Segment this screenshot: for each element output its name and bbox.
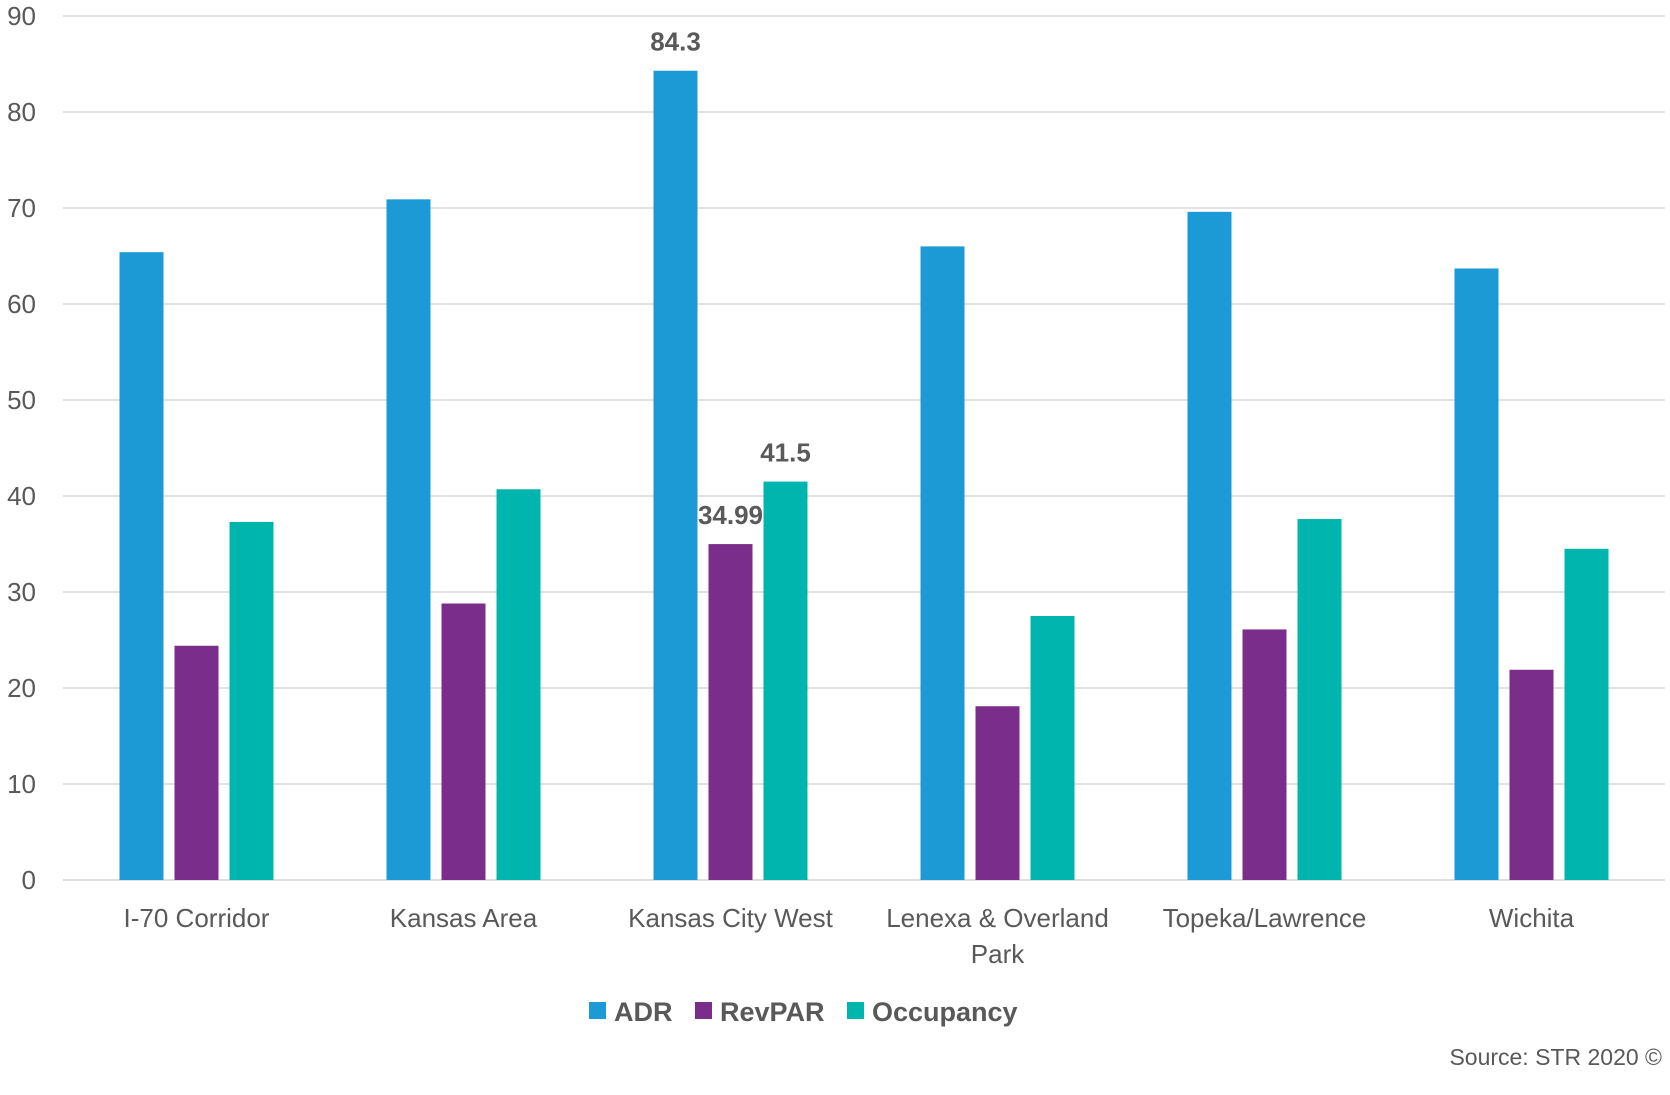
y-tick-label: 20 — [7, 673, 36, 703]
legend-label-occupancy: Occupancy — [872, 997, 1018, 1027]
y-tick-label: 40 — [7, 481, 36, 511]
y-tick-label: 0 — [22, 865, 36, 895]
bars — [119, 70, 1609, 881]
legend-swatch-revpar — [695, 1002, 712, 1019]
bar-occupancy-2 — [763, 481, 808, 880]
bar-revpar-5 — [1509, 669, 1554, 880]
bar-revpar-1 — [441, 603, 486, 880]
source-note: Source: STR 2020 © — [1449, 1044, 1662, 1070]
bar-adr-1 — [386, 199, 431, 881]
y-tick-label: 10 — [7, 769, 36, 799]
bar-revpar-4 — [1242, 629, 1287, 880]
legend-label-adr: ADR — [614, 997, 673, 1027]
bar-adr-4 — [1187, 211, 1232, 881]
data-label: 41.5 — [760, 438, 811, 468]
data-label: 84.3 — [650, 27, 701, 57]
legend-swatch-adr — [589, 1002, 606, 1019]
bar-adr-5 — [1454, 268, 1499, 881]
data-label: 34.99 — [698, 500, 763, 530]
gridlines — [63, 15, 1665, 881]
legend: ADR RevPAR Occupancy — [589, 997, 1018, 1027]
bar-occupancy-0 — [229, 521, 274, 880]
x-tick-label: Kansas Area — [390, 903, 538, 933]
bar-adr-2 — [653, 70, 698, 881]
x-tick-label: Lenexa & Overland — [886, 903, 1109, 933]
y-tick-label: 30 — [7, 577, 36, 607]
data-labels: 84.3 34.99 41.5 — [650, 27, 811, 530]
x-tick-label: Topeka/Lawrence — [1163, 903, 1367, 933]
bar-occupancy-5 — [1564, 548, 1609, 880]
x-tick-label: Kansas City West — [628, 903, 833, 933]
bar-revpar-3 — [975, 706, 1020, 880]
y-tick-label: 80 — [7, 97, 36, 127]
x-tick-label: Wichita — [1489, 903, 1575, 933]
x-tick-label: Park — [971, 939, 1025, 969]
bar-revpar-0 — [174, 645, 219, 880]
y-tick-label: 90 — [7, 1, 36, 31]
y-tick-label: 70 — [7, 193, 36, 223]
bar-occupancy-4 — [1297, 519, 1342, 880]
y-tick-label: 60 — [7, 289, 36, 319]
x-tick-label: I-70 Corridor — [124, 903, 270, 933]
bar-occupancy-3 — [1030, 616, 1075, 880]
bar-adr-3 — [920, 246, 965, 880]
bar-revpar-2 — [708, 544, 753, 880]
bar-adr-0 — [119, 252, 164, 880]
x-axis-labels: I-70 Corridor Kansas Area Kansas City West… — [124, 903, 1575, 969]
bar-occupancy-1 — [496, 489, 541, 880]
legend-label-revpar: RevPAR — [720, 997, 825, 1027]
y-tick-label: 50 — [7, 385, 36, 415]
y-axis-ticks: 0 10 20 30 40 50 60 70 80 90 — [7, 1, 36, 895]
legend-swatch-occupancy — [847, 1002, 864, 1019]
